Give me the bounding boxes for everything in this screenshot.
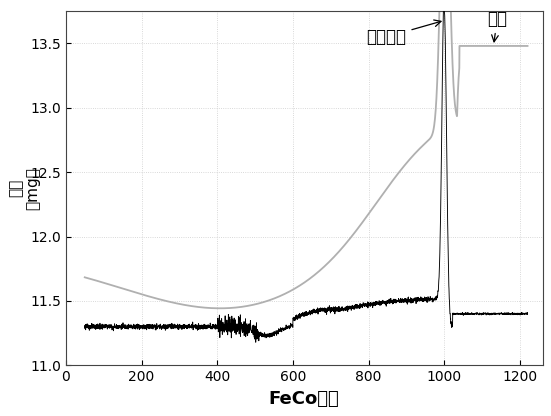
X-axis label: FeCo样品: FeCo样品 <box>269 390 339 408</box>
Text: 居里温度: 居里温度 <box>366 20 441 46</box>
Text: 热重: 热重 <box>487 10 507 42</box>
Y-axis label: 质量
（mg）: 质量 （mg） <box>8 167 41 210</box>
